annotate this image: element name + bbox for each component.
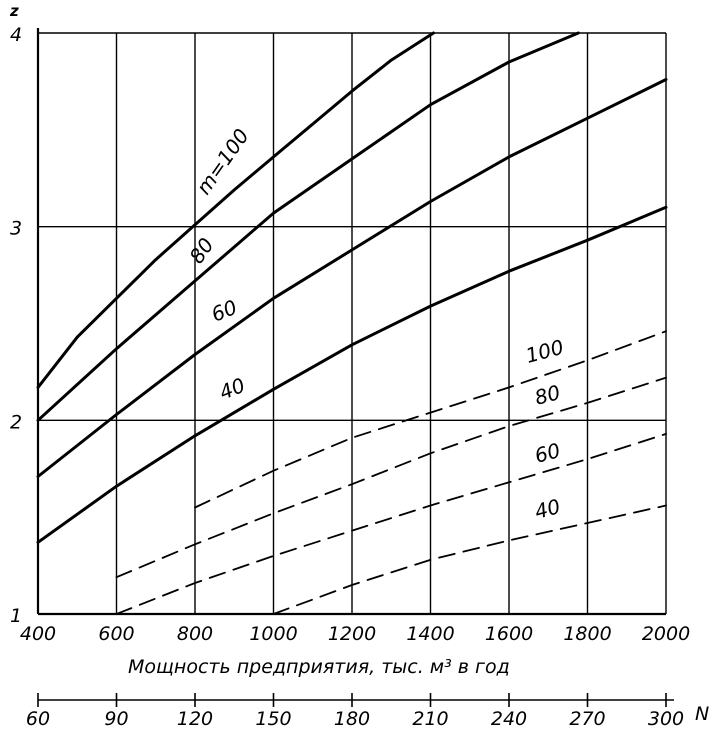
x-tick-label: 2000	[642, 623, 690, 645]
curve-label: 80	[184, 233, 218, 268]
curve-label: 80	[532, 380, 563, 410]
curve-label: 40	[216, 373, 249, 405]
solid-curve-40	[36, 205, 668, 544]
x-tick-label: 1600	[485, 623, 533, 645]
x-tick-label: 1400	[406, 623, 454, 645]
y-tick-label: 4	[10, 24, 22, 46]
secondary-axis-tick-label: 300	[648, 708, 684, 730]
x-tick-label: 800	[177, 623, 213, 645]
secondary-axis-tick-label: 270	[569, 708, 605, 730]
y-tick-labels: 1 2 3 4	[10, 24, 22, 627]
secondary-axis-tick-label: 60	[26, 708, 50, 730]
x-tick-label: 1000	[249, 623, 297, 645]
curve-label: 60	[532, 438, 563, 468]
solid-curve-m=100	[36, 31, 435, 389]
curve-label: 60	[208, 295, 241, 327]
y-tick-label: 1	[10, 605, 22, 627]
dashed-curve-40	[272, 504, 667, 615]
y-tick-label: 2	[10, 411, 22, 433]
curve-label: m=100	[191, 124, 253, 199]
y-tick-label: 3	[10, 218, 22, 240]
x-tick-label: 600	[98, 623, 134, 645]
curve-label: 40	[532, 494, 563, 524]
secondary-axis-tick-label: 240	[491, 708, 527, 730]
secondary-axis-tick-label: 120	[177, 708, 213, 730]
data-series	[36, 31, 668, 615]
x-tick-label: 1800	[563, 623, 611, 645]
axes	[36, 28, 666, 616]
x-tick-labels: 400 600 800 1000 1200 1400 1600 1800 2000	[20, 623, 690, 645]
secondary-axis-tick-label: 90	[104, 708, 128, 730]
y-axis-label: z	[9, 2, 19, 20]
solid-curve-80	[36, 31, 580, 422]
dashed-curve-100	[194, 330, 667, 509]
secondary-axis-tick-label: 210	[412, 708, 448, 730]
curve-label: 100	[523, 335, 566, 368]
dashed-curve-80	[115, 376, 667, 579]
x-axis-label: Мощность предприятия, тыс. м³ в год	[128, 656, 510, 678]
secondary-axis: 60 90 120 150 180 210 240 270 300	[26, 693, 684, 730]
x-tick-label: 400	[20, 623, 56, 645]
secondary-axis-unit: N	[695, 703, 709, 725]
x-tick-label: 1200	[328, 623, 376, 645]
solid-curve-60	[36, 78, 668, 478]
secondary-axis-tick-label: 150	[255, 708, 291, 730]
secondary-axis-tick-label: 180	[334, 708, 370, 730]
dashed-curve-60	[115, 432, 667, 615]
